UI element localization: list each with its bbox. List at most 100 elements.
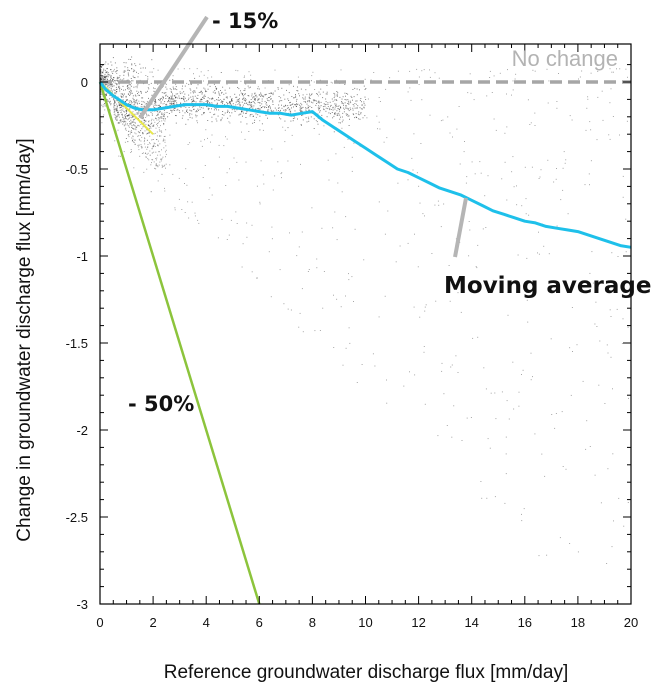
scatter-point [143, 105, 145, 107]
scatter-point [189, 114, 191, 116]
scatter-point [284, 98, 286, 100]
scatter-point [124, 120, 126, 122]
scatter-point [159, 161, 161, 163]
scatter-point [112, 80, 114, 82]
scatter-point [174, 110, 176, 111]
scatter-point [163, 92, 165, 94]
scatter-point [111, 71, 113, 73]
scatter-point [412, 169, 414, 171]
scatter-point [466, 176, 468, 178]
scatter-point [128, 125, 130, 127]
scatter-point [125, 129, 127, 131]
scatter-point [133, 124, 135, 126]
scatter-point [235, 96, 237, 98]
scatter-point [386, 402, 388, 404]
scatter-point [116, 78, 118, 80]
scatter-point [451, 364, 453, 366]
scatter-point [193, 99, 195, 101]
scatter-point [554, 427, 556, 429]
scatter-point [174, 207, 176, 209]
scatter-point [356, 107, 358, 109]
scatter-point [156, 104, 158, 106]
scatter-point [282, 126, 284, 128]
scatter-point [102, 79, 104, 81]
scatter-point [111, 96, 113, 98]
scatter-point [112, 73, 114, 74]
scatter-point [138, 131, 140, 133]
scatter-point [191, 102, 193, 104]
scatter-point [628, 397, 629, 399]
scatter-point [141, 153, 143, 154]
scatter-point [235, 101, 237, 103]
scatter-point [140, 106, 142, 108]
scatter-point [144, 143, 146, 145]
scatter-point [125, 115, 127, 117]
scatter-point [587, 98, 589, 100]
scatter-point [334, 211, 336, 213]
scatter-point [142, 67, 144, 69]
scatter-point [162, 115, 164, 117]
scatter-point [190, 92, 192, 94]
scatter-point [618, 497, 620, 499]
scatter-point [114, 108, 116, 110]
scatter-point [125, 110, 127, 112]
scatter-point [148, 115, 150, 117]
scatter-point [145, 120, 147, 122]
scatter-point [242, 93, 244, 95]
scatter-point [131, 127, 133, 128]
scatter-point [142, 126, 144, 128]
scatter-point [340, 306, 342, 308]
scatter-point [123, 74, 125, 76]
scatter-point [493, 118, 495, 120]
scatter-point [128, 126, 130, 128]
scatter-point [121, 119, 123, 121]
scatter-point [126, 86, 128, 88]
scatter-point [584, 184, 586, 186]
scatter-point [244, 89, 246, 91]
scatter-point [115, 107, 117, 109]
scatter-point [225, 96, 227, 98]
scatter-point [135, 109, 137, 111]
scatter-point [353, 96, 355, 98]
scatter-point [202, 96, 203, 98]
scatter-point [612, 116, 614, 117]
scatter-point [179, 93, 181, 95]
scatter-point [103, 104, 105, 106]
scatter-point [611, 252, 613, 254]
scatter-point [151, 122, 153, 124]
scatter-point [359, 107, 361, 109]
scatter-point [110, 89, 112, 91]
scatter-point [572, 351, 573, 352]
scatter-point [231, 112, 233, 114]
scatter-point [259, 201, 261, 203]
scatter-point [203, 112, 204, 114]
scatter-point [149, 150, 151, 152]
scatter-point [589, 184, 590, 186]
scatter-point [569, 347, 571, 349]
scatter-point [141, 97, 143, 99]
scatter-point [115, 80, 117, 82]
scatter-point [119, 110, 121, 111]
scatter-point [257, 100, 259, 102]
scatter-point [244, 88, 246, 90]
scatter-point [137, 103, 138, 105]
scatter-point [163, 115, 165, 117]
scatter-point [150, 82, 152, 84]
scatter-point [361, 101, 362, 103]
scatter-point [264, 106, 266, 108]
scatter-point [142, 117, 144, 119]
scatter-point [125, 118, 127, 120]
scatter-point [548, 253, 550, 255]
scatter-point [326, 93, 328, 95]
scatter-point [561, 411, 563, 413]
scatter-point [112, 79, 114, 81]
scatter-point [102, 75, 104, 77]
scatter-point [213, 83, 215, 85]
scatter-point [100, 93, 102, 95]
scatter-point [341, 98, 343, 100]
scatter-point [192, 97, 194, 99]
scatter-point [183, 99, 185, 101]
scatter-point [313, 100, 315, 102]
scatter-point [110, 77, 112, 79]
x-tick-label: 6 [256, 615, 263, 630]
